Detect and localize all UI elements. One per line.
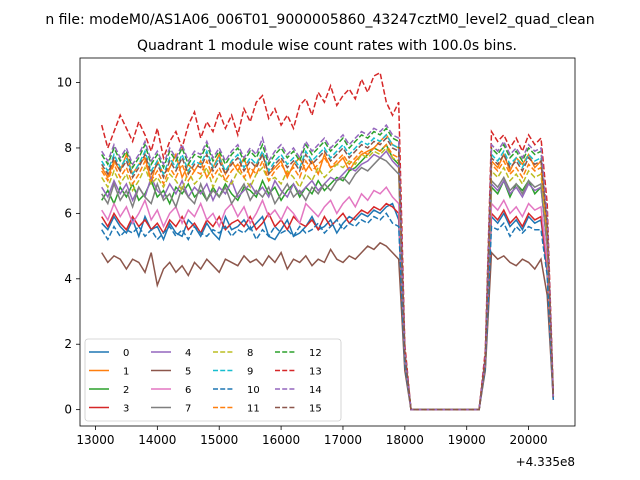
legend-label-12: 12 — [309, 348, 322, 359]
y-tick-label: 0 — [64, 403, 72, 417]
plot-area — [100, 71, 555, 411]
y-tick-label: 4 — [64, 272, 72, 286]
series-line-15 — [101, 136, 555, 411]
y-tick-label: 2 — [64, 337, 72, 351]
x-tick-label: 15000 — [200, 433, 238, 447]
legend-label-1: 1 — [123, 367, 129, 378]
x-axis: 13000 14000 15000 16000 17000 18000 19000 20000 — [76, 426, 548, 447]
y-tick-label: 6 — [64, 206, 72, 220]
x-tick-label: 18000 — [386, 433, 424, 447]
series-line-13 — [100, 71, 555, 411]
legend-label-7: 7 — [185, 404, 191, 415]
x-offset-label: +4.335e8 — [516, 455, 575, 469]
x-tick-label: 19000 — [448, 433, 486, 447]
legend-label-15: 15 — [309, 404, 322, 415]
legend-label-3: 3 — [123, 404, 129, 415]
x-tick-label: 17000 — [324, 433, 362, 447]
legend-label-11: 11 — [247, 404, 260, 415]
axes-frame — [79, 57, 576, 427]
legend-label-4: 4 — [185, 348, 191, 359]
legend-label-5: 5 — [185, 367, 191, 378]
legend-label-14: 14 — [309, 385, 322, 396]
figure-suptitle: n file: modeM0/AS1A06_006T01_9000005860_… — [45, 12, 594, 28]
x-tick-label: 13000 — [76, 433, 114, 447]
y-tick-label: 8 — [64, 141, 72, 155]
x-tick-label: 20000 — [510, 433, 548, 447]
legend-label-8: 8 — [247, 348, 253, 359]
legend-label-9: 9 — [247, 367, 253, 378]
legend-label-0: 0 — [123, 348, 129, 359]
legend-label-10: 10 — [247, 385, 260, 396]
y-tick-label: 10 — [57, 76, 72, 90]
chart-title: Quadrant 1 module wise count rates with … — [137, 38, 517, 54]
y-axis: 0 2 4 6 8 10 — [57, 76, 80, 417]
x-tick-label: 14000 — [138, 433, 176, 447]
legend-label-6: 6 — [185, 385, 191, 396]
legend-label-13: 13 — [309, 367, 322, 378]
legend-label-2: 2 — [123, 385, 129, 396]
legend-box — [84, 338, 342, 422]
x-tick-label: 16000 — [262, 433, 300, 447]
